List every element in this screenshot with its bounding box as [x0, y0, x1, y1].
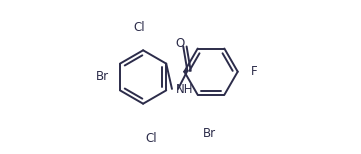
Text: Cl: Cl	[145, 132, 157, 145]
Text: O: O	[175, 37, 185, 50]
Text: Br: Br	[96, 71, 109, 83]
Text: F: F	[251, 65, 257, 78]
Text: NH: NH	[175, 83, 193, 96]
Text: Br: Br	[203, 127, 216, 140]
Text: Cl: Cl	[134, 20, 145, 34]
